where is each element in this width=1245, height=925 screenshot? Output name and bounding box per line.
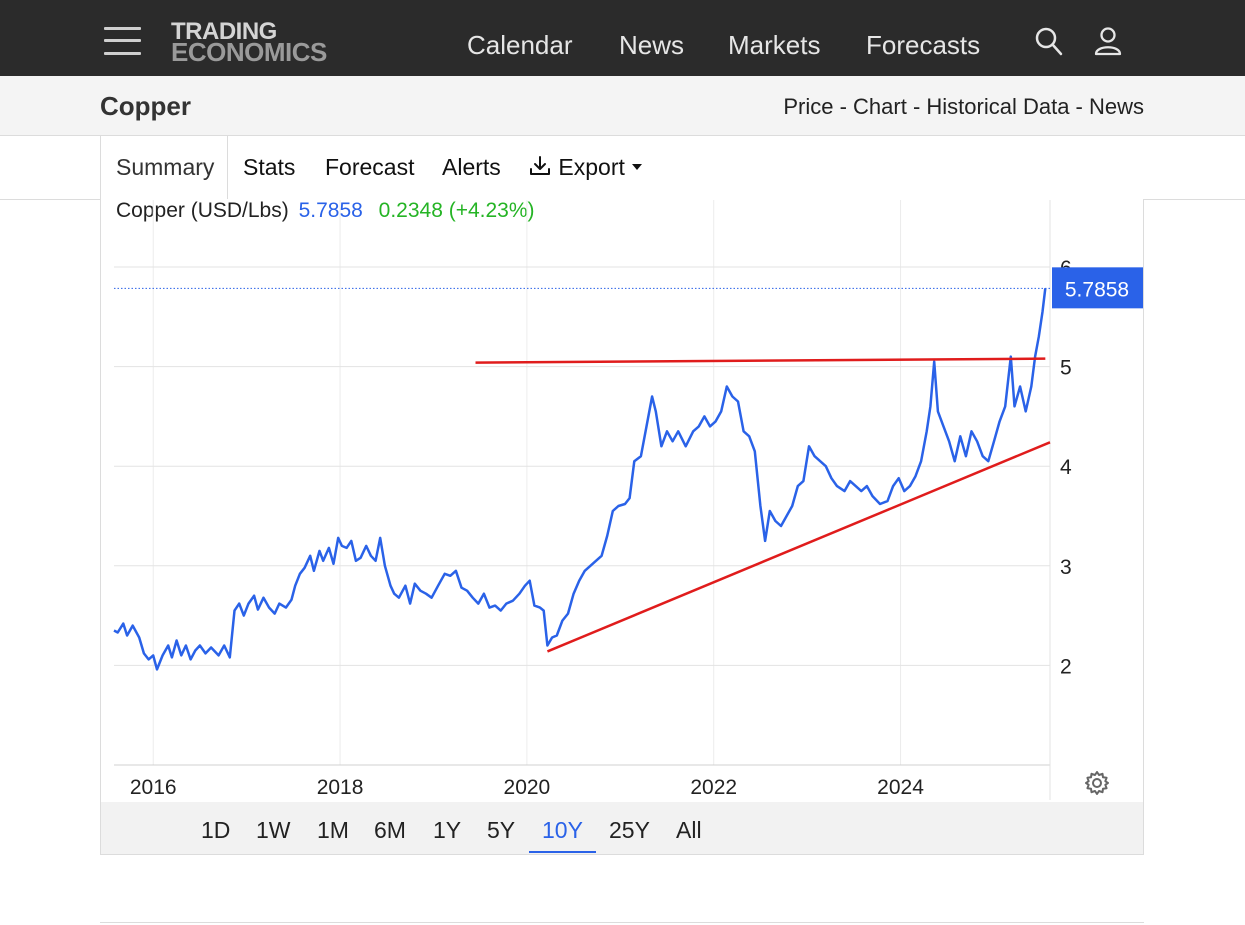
- range-1m[interactable]: 1M: [317, 817, 349, 843]
- tab-summary-box: [100, 136, 228, 200]
- x-tick-label: 2018: [317, 776, 364, 799]
- active-range-underline: [529, 851, 596, 853]
- trendline: [546, 441, 1051, 653]
- quote-name: Copper (USD/Lbs): [116, 199, 289, 222]
- download-icon: [530, 156, 550, 175]
- quote-line: Copper (USD/Lbs) 5.7858 0.2348 (+4.23%): [116, 199, 535, 223]
- tab-export-label: Export: [558, 154, 625, 180]
- chart-panel: [100, 199, 1144, 855]
- range-6m[interactable]: 6M: [374, 817, 406, 843]
- tab-divider-left: [0, 199, 100, 200]
- nav-news[interactable]: News: [619, 30, 685, 60]
- range-1d[interactable]: 1D: [201, 817, 231, 843]
- footer-divider: [100, 922, 1144, 923]
- range-10y[interactable]: 10Y: [542, 817, 583, 843]
- x-tick-label: 2016: [130, 776, 177, 799]
- y-tick-label: 2: [1060, 655, 1072, 678]
- settings-gear-icon[interactable]: [1084, 770, 1110, 801]
- y-tick-label: 5: [1060, 357, 1072, 380]
- trendline: [475, 357, 1046, 364]
- range-5y[interactable]: 5Y: [487, 817, 516, 843]
- copper-price-line: [113, 288, 1047, 671]
- nav-calendar[interactable]: Calendar: [467, 30, 573, 60]
- range-1w[interactable]: 1W: [256, 817, 291, 843]
- range-25y[interactable]: 25Y: [609, 817, 650, 843]
- x-tick-label: 2024: [877, 776, 924, 799]
- y-tick-label: 3: [1060, 556, 1072, 579]
- x-tick-label: 2022: [690, 776, 737, 799]
- range-selector: [101, 802, 1143, 854]
- tab-stats[interactable]: Stats: [243, 154, 296, 180]
- site-logo[interactable]: TRADING ECONOMICS: [171, 18, 327, 67]
- quote-change: 0.2348 (+4.23%): [378, 199, 535, 222]
- last-price-badge: [1052, 267, 1143, 309]
- caret-down-icon: [632, 164, 643, 170]
- page-title: Copper: [100, 91, 191, 121]
- user-icon[interactable]: [1093, 26, 1123, 63]
- tab-summary[interactable]: Summary: [116, 154, 215, 180]
- breadcrumb[interactable]: Price - Chart - Historical Data - News: [783, 94, 1144, 119]
- range-1y[interactable]: 1Y: [433, 817, 462, 843]
- tab-export[interactable]: Export: [528, 154, 643, 181]
- logo-line-1: TRADING: [171, 18, 277, 45]
- quote-price: 5.7858: [298, 199, 363, 222]
- nav-markets[interactable]: Markets: [728, 30, 821, 60]
- tab-forecast[interactable]: Forecast: [325, 154, 415, 180]
- top-navbar: TRADING ECONOMICS Calendar News Markets …: [0, 0, 1245, 76]
- range-all[interactable]: All: [676, 817, 702, 843]
- tab-alerts[interactable]: Alerts: [442, 154, 501, 180]
- logo-line-2: ECONOMICS: [171, 37, 327, 67]
- x-tick-label: 2020: [504, 776, 551, 799]
- last-price-badge-label: 5.7858: [1065, 278, 1129, 301]
- y-tick-label: 4: [1060, 456, 1072, 479]
- page-header: Copper Price - Chart - Historical Data -…: [0, 76, 1245, 136]
- menu-icon[interactable]: [104, 26, 141, 56]
- nav-forecasts[interactable]: Forecasts: [866, 30, 981, 60]
- search-icon[interactable]: [1034, 26, 1064, 63]
